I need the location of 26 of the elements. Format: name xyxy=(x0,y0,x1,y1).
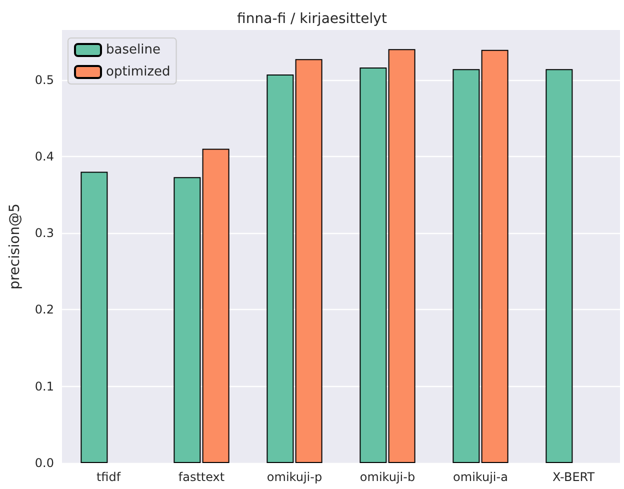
bar xyxy=(546,69,573,463)
y-tick-label: 0.4 xyxy=(34,149,54,164)
y-tick-label: 0.3 xyxy=(34,226,54,240)
legend-label: baseline xyxy=(106,42,160,58)
bar xyxy=(481,50,508,463)
bar xyxy=(266,74,294,463)
bar xyxy=(388,49,416,463)
bar xyxy=(452,69,480,463)
y-tick-label: 0.2 xyxy=(34,302,54,317)
bar xyxy=(202,148,230,463)
x-tick-label: tfidf xyxy=(96,470,122,484)
bar xyxy=(174,177,201,463)
legend-label: optimized xyxy=(106,64,170,80)
x-tick-label: omikuji-p xyxy=(266,470,322,484)
bar xyxy=(295,59,322,463)
y-axis-title: precision@5 xyxy=(7,203,23,290)
y-tick-label: 0.1 xyxy=(34,379,54,394)
x-tick-label: omikuji-b xyxy=(360,470,416,484)
chart-title: finna-fi / kirjaesittelyt xyxy=(237,11,388,27)
y-tick-label: 0.0 xyxy=(34,456,54,470)
x-tick-label: omikuji-a xyxy=(453,470,508,484)
x-tick-label: fasttext xyxy=(178,470,225,484)
bar xyxy=(80,172,108,463)
y-tick-label: 0.5 xyxy=(34,72,54,87)
x-tick-label: X-BERT xyxy=(552,470,596,484)
bar xyxy=(360,68,387,463)
